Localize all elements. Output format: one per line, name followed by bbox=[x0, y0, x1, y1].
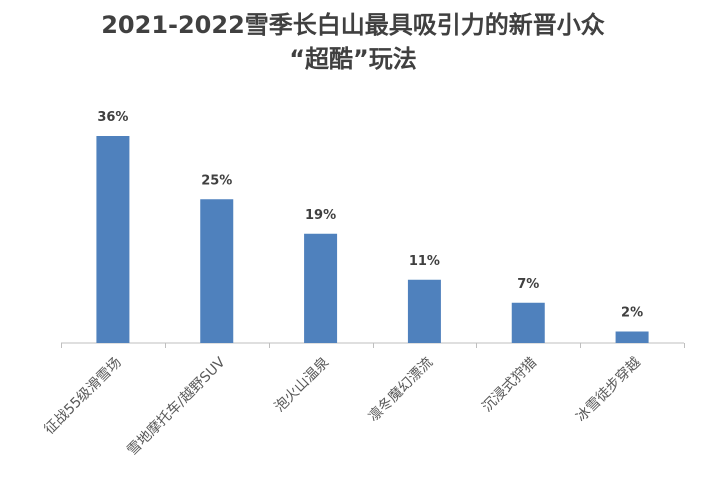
data-label-1: 36% bbox=[97, 110, 128, 125]
data-label-2: 25% bbox=[201, 173, 232, 188]
data-label-3: 19% bbox=[305, 208, 336, 223]
bar-3 bbox=[304, 233, 338, 343]
data-label-4: 11% bbox=[409, 254, 440, 269]
category-label-5: 沉浸式狩猎 bbox=[479, 355, 540, 416]
chart-title: 2021-2022雪季长白山最具吸引力的新晋小众 “超酷”玩法 bbox=[0, 8, 706, 76]
chart-title-line-1: 2021-2022雪季长白山最具吸引力的新晋小众 bbox=[101, 11, 605, 39]
bar-6 bbox=[615, 331, 649, 343]
category-label-4: 凛冬魔幻漂流 bbox=[365, 354, 436, 425]
category-label-3: 泡火山温泉 bbox=[271, 354, 333, 416]
chart-title-line-2: “超酷”玩法 bbox=[289, 45, 417, 73]
data-label-6: 2% bbox=[621, 306, 643, 321]
bar-5 bbox=[511, 302, 545, 343]
data-label-5: 7% bbox=[517, 277, 539, 292]
category-label-1: 征战55级滑雪场 bbox=[41, 354, 125, 438]
bar-2 bbox=[200, 199, 234, 343]
bar-1 bbox=[96, 136, 130, 343]
bar-4 bbox=[407, 279, 441, 343]
category-label-2: 雪地摩托车/越野SUV bbox=[124, 354, 229, 459]
category-label-6: 冰雪徒步穿越 bbox=[573, 355, 644, 426]
